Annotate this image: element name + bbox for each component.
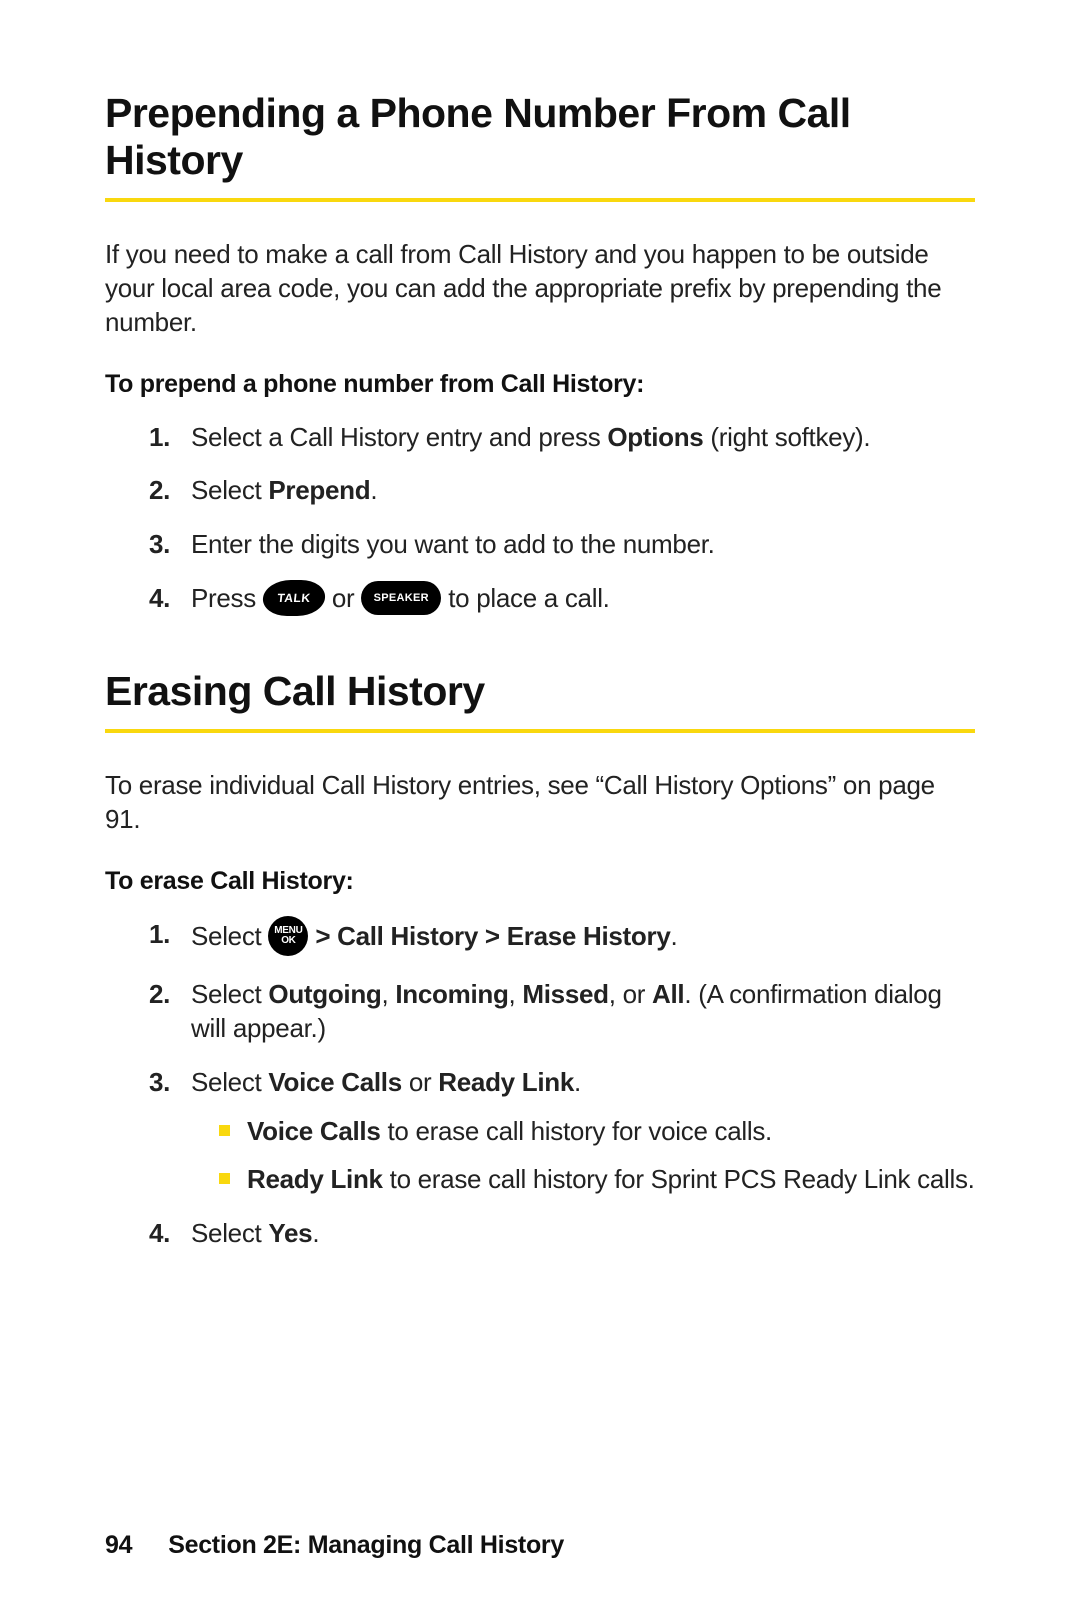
steps-erase: 1. Select MENUOK > Call History > Erase …	[149, 918, 975, 1251]
step-3: 3. Select Voice Calls or Ready Link. Voi…	[149, 1066, 975, 1197]
step-text: Press	[191, 583, 263, 613]
yes-label: Yes	[268, 1218, 312, 1248]
step-text: .	[312, 1218, 319, 1248]
outgoing-label: Outgoing	[268, 979, 381, 1009]
ready-link-label: Ready Link	[247, 1164, 383, 1194]
subhead-prepend: To prepend a phone number from Call Hist…	[105, 370, 975, 399]
page-footer: 94 Section 2E: Managing Call History	[105, 1531, 564, 1560]
subhead-erase: To erase Call History:	[105, 867, 975, 896]
heading-erasing: Erasing Call History	[105, 668, 975, 715]
all-label: All	[652, 979, 684, 1009]
step-text: (right softkey).	[703, 422, 870, 452]
divider-yellow	[105, 729, 975, 733]
sub-bullets: Voice Calls to erase call history for vo…	[219, 1115, 975, 1197]
step-text: ,	[509, 979, 523, 1009]
divider-yellow	[105, 198, 975, 202]
step-text: Select	[191, 475, 268, 505]
step-text: Enter the digits you want to add to the …	[191, 529, 715, 559]
step-1: 1. Select a Call History entry and press…	[149, 421, 975, 455]
options-label: Options	[607, 422, 703, 452]
menu-ok-key-icon: MENUOK	[268, 916, 308, 956]
intro-paragraph-2: To erase individual Call History entries…	[105, 769, 975, 837]
step-text: .	[370, 475, 377, 505]
bullet-text: to erase call history for Sprint PCS Rea…	[383, 1164, 975, 1194]
sub-bullet-voice: Voice Calls to erase call history for vo…	[219, 1115, 975, 1149]
step-4: 4. Press TALK or SPEAKER to place a call…	[149, 582, 975, 618]
incoming-label: Incoming	[395, 979, 508, 1009]
step-text: or	[402, 1067, 438, 1097]
voice-calls-label: Voice Calls	[268, 1067, 402, 1097]
heading-prepending: Prepending a Phone Number From Call Hist…	[105, 90, 975, 184]
step-text: Select	[191, 979, 268, 1009]
step-text: .	[574, 1067, 581, 1097]
missed-label: Missed	[522, 979, 608, 1009]
step-text: Select a Call History entry and press	[191, 422, 607, 452]
step-text: , or	[609, 979, 652, 1009]
speaker-key-icon: SPEAKER	[361, 581, 441, 615]
intro-paragraph-1: If you need to make a call from Call His…	[105, 238, 975, 339]
nav-path: > Call History > Erase History	[308, 921, 670, 951]
step-2: 2. Select Outgoing, Incoming, Missed, or…	[149, 978, 975, 1046]
bullet-text: to erase call history for voice calls.	[381, 1116, 772, 1146]
step-3: 3. Enter the digits you want to add to t…	[149, 528, 975, 562]
ready-link-label: Ready Link	[438, 1067, 574, 1097]
page-number: 94	[105, 1531, 132, 1559]
section-title: Section 2E: Managing Call History	[168, 1531, 564, 1559]
step-text: to place a call.	[441, 583, 609, 613]
step-text: Select	[191, 1218, 268, 1248]
step-text: or	[325, 583, 361, 613]
step-1: 1. Select MENUOK > Call History > Erase …	[149, 918, 975, 958]
sub-bullet-ready: Ready Link to erase call history for Spr…	[219, 1163, 975, 1197]
prepend-label: Prepend	[268, 475, 370, 505]
step-text: Select	[191, 921, 268, 951]
talk-key-icon: TALK	[261, 580, 327, 616]
step-text: ,	[382, 979, 396, 1009]
step-text: .	[670, 921, 677, 951]
steps-prepend: 1. Select a Call History entry and press…	[149, 421, 975, 619]
step-4: 4. Select Yes.	[149, 1217, 975, 1251]
step-text: Select	[191, 1067, 268, 1097]
voice-calls-label: Voice Calls	[247, 1116, 381, 1146]
step-2: 2. Select Prepend.	[149, 474, 975, 508]
